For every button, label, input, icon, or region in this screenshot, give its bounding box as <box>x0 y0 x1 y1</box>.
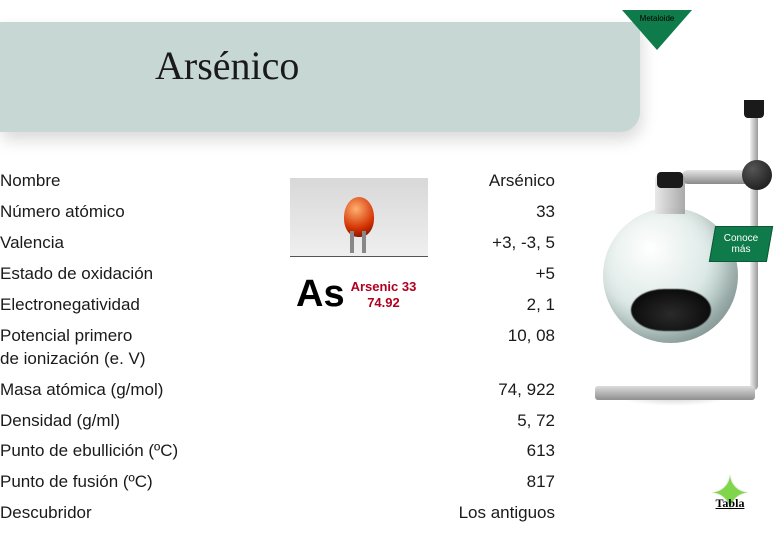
table-row: Electronegatividad2, 1 <box>0 294 565 317</box>
table-row: Punto de ebullición (ºC)613 <box>0 440 565 463</box>
property-label: Descubridor <box>0 502 300 525</box>
property-label: Densidad (g/ml) <box>0 410 300 433</box>
element-meta-line2: 74.92 <box>351 295 417 311</box>
table-link-label: Tabla <box>716 496 745 511</box>
element-meta-line1: Arsenic 33 <box>351 279 417 295</box>
property-label: Valencia <box>0 232 300 255</box>
element-card: As Arsenic 33 74.92 <box>290 178 428 333</box>
property-value: 74, 922 <box>300 379 565 402</box>
table-row: Potencial primero de ionización (e. V)10… <box>0 325 565 371</box>
table-row: Densidad (g/ml)5, 72 <box>0 410 565 433</box>
property-value: 613 <box>300 440 565 463</box>
property-value: 5, 72 <box>300 410 565 433</box>
property-label: Número atómico <box>0 201 300 224</box>
table-row: DescubridorLos antiguos <box>0 502 565 525</box>
table-row: Estado de oxidación+5 <box>0 263 565 286</box>
element-illustration <box>290 178 428 256</box>
category-badge: Metaloide <box>622 10 692 50</box>
property-label: Masa atómica (g/mol) <box>0 379 300 402</box>
property-label: Punto de fusión (ºC) <box>0 471 300 494</box>
property-label: Estado de oxidación <box>0 263 300 286</box>
table-row: Valencia+3, -3, 5 <box>0 232 565 255</box>
properties-table: NombreArsénico Número atómico33 Valencia+3… <box>0 170 565 533</box>
page-title: Arsénico <box>155 42 299 89</box>
property-value: Los antiguos <box>300 502 565 525</box>
property-label: Nombre <box>0 170 300 193</box>
table-row: NombreArsénico <box>0 170 565 193</box>
property-label: Punto de ebullición (ºC) <box>0 440 300 463</box>
learn-more-label: Conoce más <box>724 233 758 255</box>
table-link[interactable]: ✦ Tabla <box>702 488 758 518</box>
table-row: Punto de fusión (ºC)817 <box>0 471 565 494</box>
property-label: Potencial primero de ionización (e. V) <box>0 325 300 371</box>
learn-more-button[interactable]: Conoce más <box>712 226 770 262</box>
property-value: 817 <box>300 471 565 494</box>
element-symbol: As <box>290 273 345 316</box>
category-badge-label: Metaloide <box>630 14 684 23</box>
header-band <box>0 22 640 132</box>
property-label: Electronegatividad <box>0 294 300 317</box>
table-row: Número atómico33 <box>0 201 565 224</box>
table-row: Masa atómica (g/mol)74, 922 <box>0 379 565 402</box>
